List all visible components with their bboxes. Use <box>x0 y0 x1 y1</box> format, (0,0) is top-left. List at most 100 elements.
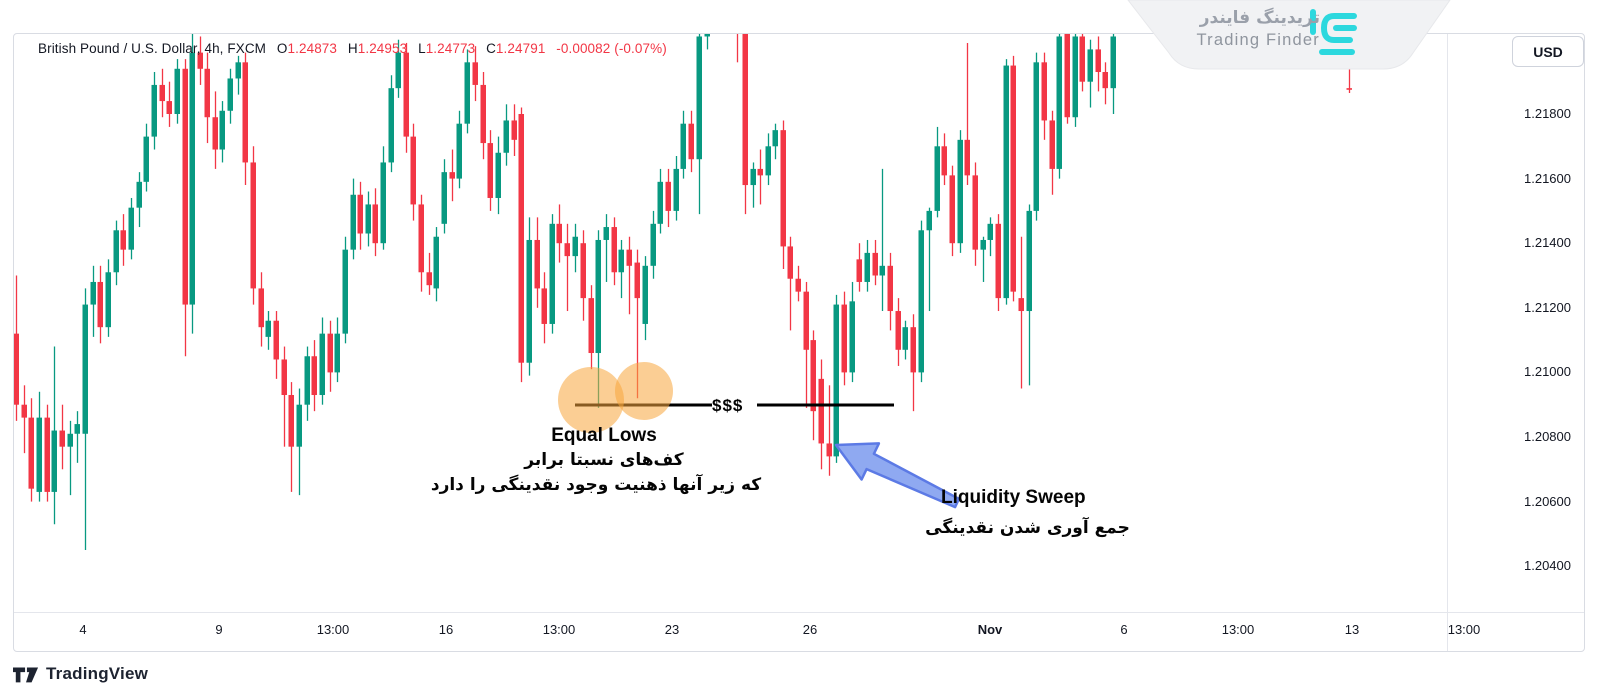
candle-up <box>51 346 57 525</box>
high-label: H <box>347 41 358 56</box>
candle-down <box>511 104 517 156</box>
time-label: 13 <box>1344 622 1360 637</box>
candle-down <box>204 52 210 144</box>
candle-down <box>742 34 748 215</box>
time-label: 13:00 <box>1221 622 1255 637</box>
candle-up <box>67 420 73 496</box>
candle-up <box>105 259 111 337</box>
time-label: 16 <box>438 622 454 637</box>
close-value: 1.24791 <box>495 41 546 56</box>
candle-up <box>265 311 271 350</box>
candle-down <box>895 298 901 366</box>
price-label: 1.20400 <box>1524 558 1571 574</box>
candle-up <box>572 223 578 273</box>
candle-up <box>642 256 648 341</box>
change-value: -0.00082 (-0.07%) <box>556 41 667 56</box>
open-label: O <box>276 41 288 56</box>
liquidity-sweep-subtitle-fa: جمع آوری شدن نقدینگی <box>925 518 1130 538</box>
symbol-header: British Pound / U.S. Dollar, 4h, FXCM O1… <box>38 41 667 56</box>
time-label: 26 <box>802 622 818 637</box>
candle-up <box>342 236 348 344</box>
candle-up <box>650 210 656 279</box>
candle-down <box>59 404 65 470</box>
time-label: 4 <box>79 622 87 637</box>
currency-usd-button[interactable]: USD <box>1512 36 1584 67</box>
candle-down <box>1049 110 1055 195</box>
candle-down <box>1095 36 1101 92</box>
candle-down <box>487 130 493 211</box>
candle-up <box>334 317 340 383</box>
candle-down <box>273 311 279 379</box>
equal-lows-subtitle-fa-2: که زیر آنها ذهنیت وجود نقدینگی را دارد <box>430 475 762 495</box>
candle-down <box>872 239 878 286</box>
candle-down <box>757 149 763 205</box>
candle-down <box>541 272 547 344</box>
candle-up <box>1026 204 1032 386</box>
candle-down <box>357 181 363 250</box>
low-value: 1.24773 <box>425 41 476 56</box>
candle-down <box>588 285 594 370</box>
candle-down <box>910 314 916 412</box>
time-label: Nov <box>977 622 1003 637</box>
candles-layer <box>14 34 1352 551</box>
candle-up <box>235 55 241 95</box>
candle-down <box>311 340 317 412</box>
candle-up <box>657 168 663 234</box>
candle-up <box>82 288 88 551</box>
price-label: 1.21600 <box>1524 170 1571 186</box>
currency-usd-label: USD <box>1533 43 1563 60</box>
candle-down <box>995 214 1001 312</box>
chart-canvas[interactable] <box>14 34 1447 612</box>
candle-up <box>219 101 225 163</box>
high-value: 1.24953 <box>357 41 408 56</box>
candle-up <box>395 39 401 98</box>
candle-up <box>74 411 80 463</box>
candle-down <box>972 162 978 266</box>
price-label: 1.20600 <box>1524 493 1571 509</box>
liquidity-sweep-title: Liquidity Sweep <box>941 487 1086 508</box>
candle-down <box>250 146 256 305</box>
badge-shape <box>1127 0 1451 70</box>
candle-down <box>1064 34 1070 124</box>
price-label: 1.21800 <box>1524 106 1571 121</box>
time-label: 13:00 <box>316 622 350 637</box>
candle-down <box>688 110 694 173</box>
candle-down <box>949 165 955 257</box>
candle-up <box>304 346 310 421</box>
candle-up <box>849 281 855 383</box>
candle-up <box>673 155 679 221</box>
liquidity-sweep-arrow <box>834 442 961 509</box>
candle-down <box>856 243 862 292</box>
candle-up <box>365 191 371 247</box>
trading-finder-badge <box>1127 0 1451 70</box>
candle-down <box>480 72 486 160</box>
candle-down <box>242 52 248 186</box>
candle-up <box>1003 59 1009 305</box>
candle-down <box>564 223 570 312</box>
time-axis-separator <box>14 612 1584 613</box>
liquidity-dollars-label: $$$ <box>712 396 744 415</box>
candle-up <box>90 265 96 337</box>
candle-down <box>626 236 632 315</box>
candle-up <box>143 123 149 192</box>
time-label: 6 <box>1120 622 1128 637</box>
candle-up <box>772 123 778 160</box>
equal-low-highlight-circle <box>615 362 673 420</box>
candle-up <box>680 110 686 179</box>
low-label: L <box>418 41 426 56</box>
candle-up <box>350 178 356 260</box>
candle-up <box>1056 34 1062 179</box>
candle-up <box>433 227 439 302</box>
candle-up <box>388 75 394 173</box>
candle-down <box>159 68 165 118</box>
tradingview-logo-icon <box>13 667 39 683</box>
candle-down <box>1010 55 1016 302</box>
tradingview-logo[interactable]: TradingView <box>13 664 148 684</box>
candle-down <box>665 168 671 228</box>
candle-down <box>580 230 586 321</box>
candle-down <box>795 265 801 302</box>
candle-up <box>704 34 710 50</box>
candle-up <box>987 217 993 257</box>
tradingview-logo-text: TradingView <box>46 664 149 683</box>
candle-down <box>449 149 455 202</box>
